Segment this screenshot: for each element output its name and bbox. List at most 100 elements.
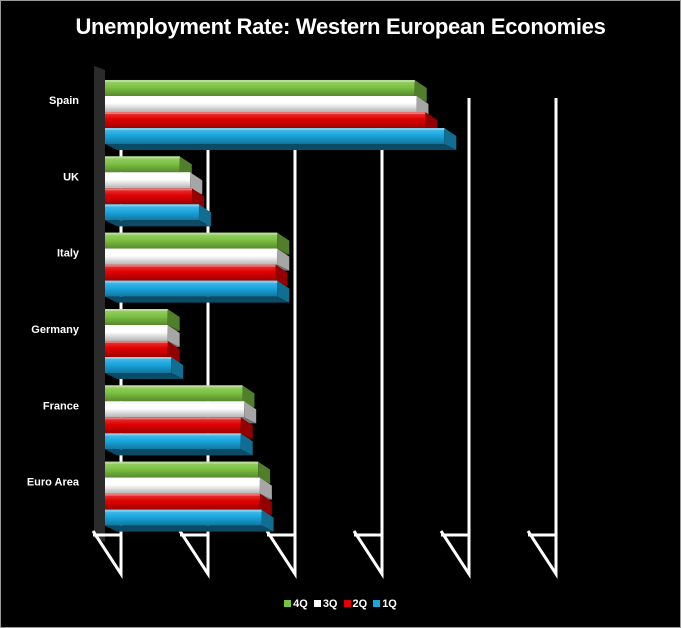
- bar-end-cap: [167, 325, 180, 347]
- bar-end-cap: [167, 309, 180, 331]
- bar-highlight: [105, 156, 180, 159]
- bar-end-cap: [240, 433, 253, 456]
- bar-end-cap: [240, 417, 253, 440]
- bar-highlight: [105, 401, 245, 404]
- bar-1q-spain: [105, 128, 445, 144]
- legend-swatch: [284, 600, 292, 607]
- bar-bottom-face: [105, 296, 290, 303]
- bar-end-cap: [277, 280, 290, 303]
- bar-3q-uk: [105, 172, 191, 189]
- legend: 4Q 3Q 2Q 1Q: [0, 598, 681, 610]
- bar-4q-uk: [105, 156, 180, 173]
- bar-2q-italy: [105, 264, 276, 281]
- bar-3q-spain: [105, 96, 417, 112]
- bar-highlight: [105, 248, 278, 251]
- legend-item: 3Q: [313, 598, 338, 610]
- bar-highlight: [105, 232, 278, 235]
- bar-bottom-face: [105, 449, 253, 456]
- bar-end-cap: [414, 80, 427, 102]
- bar-end-cap: [171, 357, 184, 379]
- plot-side-wall: [94, 66, 105, 542]
- legend-swatch: [343, 600, 351, 607]
- bar-highlight: [105, 493, 260, 496]
- bar-end-cap: [198, 204, 211, 227]
- bar-highlight: [105, 385, 243, 388]
- legend-label: 1Q: [382, 598, 397, 610]
- bar-2q-germany: [105, 341, 168, 357]
- bar-end-cap: [275, 264, 288, 287]
- bar-highlight: [105, 309, 168, 311]
- bar-highlight: [105, 509, 262, 512]
- bar-highlight: [105, 172, 191, 175]
- bar-3q-france: [105, 401, 245, 418]
- bar-highlight: [105, 204, 199, 207]
- legend-label: 3Q: [322, 598, 338, 610]
- gridline-floor: [352, 530, 384, 580]
- bar-3q-euro-area: [105, 477, 260, 494]
- bar-end-cap: [261, 509, 274, 532]
- category-label: Germany: [31, 324, 80, 336]
- bar-highlight: [105, 477, 260, 480]
- bar-highlight: [105, 96, 417, 98]
- bar-highlight: [105, 325, 168, 327]
- bar-2q-euro-area: [105, 493, 260, 510]
- gridline-floor: [439, 530, 471, 580]
- bar-highlight: [105, 433, 241, 436]
- bar-4q-france: [105, 385, 243, 402]
- bar-3q-italy: [105, 248, 278, 265]
- bar-2q-uk: [105, 188, 192, 205]
- bar-4q-spain: [105, 80, 415, 96]
- bar-end-cap: [259, 477, 272, 500]
- bar-2q-spain: [105, 112, 426, 128]
- bar-end-cap: [242, 385, 255, 408]
- category-label: France: [43, 400, 79, 412]
- bar-end-cap: [244, 401, 257, 424]
- legend-item: 1Q: [373, 598, 397, 610]
- gridline-floor: [526, 530, 558, 580]
- bar-end-cap: [444, 128, 457, 150]
- bar-1q-euro-area: [105, 509, 262, 526]
- bar-highlight: [105, 112, 426, 114]
- bar-bottom-face: [105, 373, 184, 379]
- legend-item: 2Q: [343, 598, 368, 610]
- bar-highlight: [105, 417, 241, 420]
- bar-highlight: [105, 461, 259, 464]
- gridline-floor: [178, 530, 210, 580]
- bar-end-cap: [190, 172, 203, 195]
- bar-3q-germany: [105, 325, 168, 341]
- gridline-floor: [91, 530, 123, 580]
- legend-swatch: [313, 600, 321, 607]
- bar-4q-germany: [105, 309, 168, 325]
- chart-title: Unemployment Rate: Western European Econ…: [75, 14, 606, 39]
- bar-1q-uk: [105, 204, 199, 221]
- bar-1q-germany: [105, 357, 172, 373]
- bar-end-cap: [277, 248, 290, 271]
- bar-bottom-face: [105, 220, 211, 227]
- legend-swatch: [373, 600, 381, 607]
- bar-bottom-face: [105, 525, 274, 532]
- gridline-floor: [265, 530, 297, 580]
- bar-highlight: [105, 341, 168, 343]
- bar-highlight: [105, 188, 192, 191]
- category-label: Italy: [57, 248, 80, 260]
- bar-bottom-face: [105, 144, 457, 150]
- category-label: UK: [63, 171, 79, 183]
- category-label: Euro Area: [27, 477, 80, 489]
- bar-end-cap: [259, 493, 272, 516]
- bar-1q-france: [105, 433, 241, 450]
- category-label: Spain: [49, 95, 79, 107]
- legend-label: 2Q: [352, 598, 368, 610]
- bar-highlight: [105, 264, 276, 267]
- legend-label: 4Q: [293, 598, 308, 610]
- bar-highlight: [105, 80, 415, 82]
- bar-end-cap: [277, 232, 290, 255]
- bar-1q-italy: [105, 280, 278, 297]
- bar-2q-france: [105, 417, 241, 434]
- bar-highlight: [105, 280, 278, 283]
- bar-end-cap: [258, 461, 271, 484]
- bar-highlight: [105, 357, 172, 359]
- bar-4q-euro-area: [105, 461, 259, 478]
- bar-4q-italy: [105, 232, 278, 249]
- bar-highlight: [105, 128, 445, 130]
